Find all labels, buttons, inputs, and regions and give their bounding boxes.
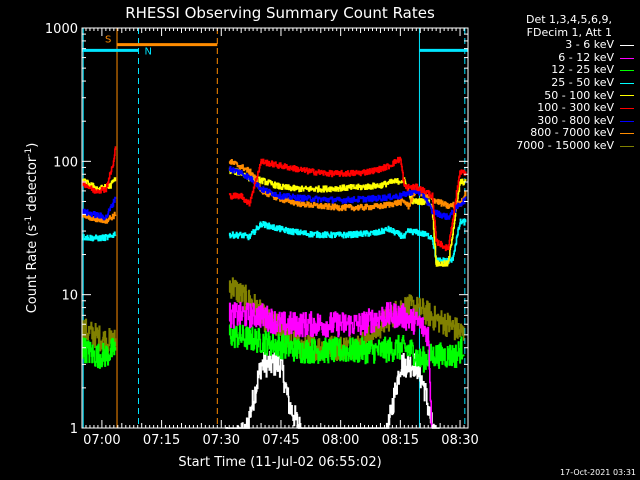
legend-item: 25 - 50 keV xyxy=(478,75,634,90)
legend-item-label: 12 - 25 keV xyxy=(551,63,614,77)
saa-flag-label: S xyxy=(105,35,111,46)
legend-item-label: 800 - 7000 keV xyxy=(530,126,614,140)
plot-flags: SN xyxy=(82,28,468,428)
legend-item: 12 - 25 keV xyxy=(478,64,634,77)
series-line-25-50-keV xyxy=(228,218,467,265)
legend-item-label: 300 - 800 keV xyxy=(537,113,614,127)
axis-ticks: 07:00 07:15 07:30 07:45 08:00 08:15 08:30 1 10 10… xyxy=(45,22,479,448)
series-line-25-50-keV xyxy=(81,231,117,242)
series-line-7000-15000-keV xyxy=(81,318,117,354)
x-tick-label: 08:15 xyxy=(382,433,419,448)
y-tick-label: 1 xyxy=(70,422,78,437)
legend-item: 800 - 7000 keV xyxy=(478,127,634,140)
legend-item-label: 7000 - 15000 keV xyxy=(516,138,614,152)
legend-decim-line: FDecim 1, Att 1 xyxy=(526,25,612,39)
legend-item: 6 - 12 keV xyxy=(478,50,634,65)
legend-item-swatch xyxy=(620,133,634,135)
legend-item: 50 - 100 keV xyxy=(478,88,634,103)
legend-item-swatch xyxy=(620,44,634,46)
y-axis-label-mid: detector xyxy=(25,156,40,216)
legend-item-swatch xyxy=(620,70,634,72)
x-tick-label: 08:30 xyxy=(441,433,478,448)
x-tick-label: 07:00 xyxy=(83,433,120,448)
series-line-12-25-keV xyxy=(228,324,465,373)
legend-detector-line: Det 1,3,4,5,6,9, xyxy=(525,13,612,26)
night-flag-label: N xyxy=(145,46,152,57)
y-tick-label: 100 xyxy=(53,155,78,170)
footer-date: 17-Oct-2021 03:31 xyxy=(560,468,636,477)
y-tick-label: 1000 xyxy=(45,22,78,37)
legend-item: 300 - 800 keV xyxy=(478,113,634,128)
series-line-100-300-keV xyxy=(228,156,467,252)
legend-item-swatch xyxy=(620,57,634,59)
chart-title: RHESSI Observing Summary Count Rates xyxy=(125,4,435,22)
series-line-12-25-keV xyxy=(81,337,117,369)
series-line-300-800-keV xyxy=(228,166,467,220)
y-tick-label: 10 xyxy=(61,289,78,304)
x-tick-label: 08:00 xyxy=(322,433,359,448)
y-axis-label: Count Rate (s-1 detector-1) xyxy=(24,143,40,314)
y-axis-label-sup2: -1 xyxy=(24,148,34,157)
legend-item-swatch xyxy=(620,145,634,147)
legend-item-label: 100 - 300 keV xyxy=(537,101,614,115)
y-axis-label-sup1: -1 xyxy=(24,216,34,225)
legend-item-label: 3 - 6 keV xyxy=(565,38,614,52)
legend: Det 1,3,4,5,6,9, FDecim 1, Att 1 3 - 6 k… xyxy=(478,13,634,153)
y-axis-label-main: Count Rate (s xyxy=(25,225,40,314)
plot-frame xyxy=(81,27,469,429)
legend-item-label: 25 - 50 keV xyxy=(551,75,614,89)
legend-item: 7000 - 15000 keV xyxy=(478,138,634,153)
x-tick-label: 07:15 xyxy=(143,433,180,448)
legend-item-label: 6 - 12 keV xyxy=(558,50,614,64)
y-axis-label-end: ) xyxy=(25,143,40,148)
legend-item-swatch xyxy=(620,95,634,97)
series-line-50-100-keV xyxy=(81,177,117,192)
series-line-800-7000-keV xyxy=(81,211,117,224)
legend-item: 100 - 300 keV xyxy=(478,102,634,115)
x-tick-label: 07:30 xyxy=(203,433,240,448)
x-tick-label: 07:45 xyxy=(262,433,299,448)
legend-item: 3 - 6 keV xyxy=(478,39,634,52)
legend-item-swatch xyxy=(620,107,634,109)
legend-item-swatch xyxy=(620,82,634,84)
x-axis-label: Start Time (11-Jul-02 06:55:02) xyxy=(178,455,381,470)
legend-item-swatch xyxy=(620,120,634,122)
series-line-6-12-keV xyxy=(228,301,433,428)
legend-item-label: 50 - 100 keV xyxy=(544,88,614,102)
series-line-100-300-keV xyxy=(81,146,117,194)
legend-rows: 3 - 6 keV 6 - 12 keV 12 - 25 keV 25 - 50 ke… xyxy=(478,39,634,152)
series-line-300-800-keV xyxy=(81,196,117,221)
series-line-800-7000-keV xyxy=(228,159,467,212)
